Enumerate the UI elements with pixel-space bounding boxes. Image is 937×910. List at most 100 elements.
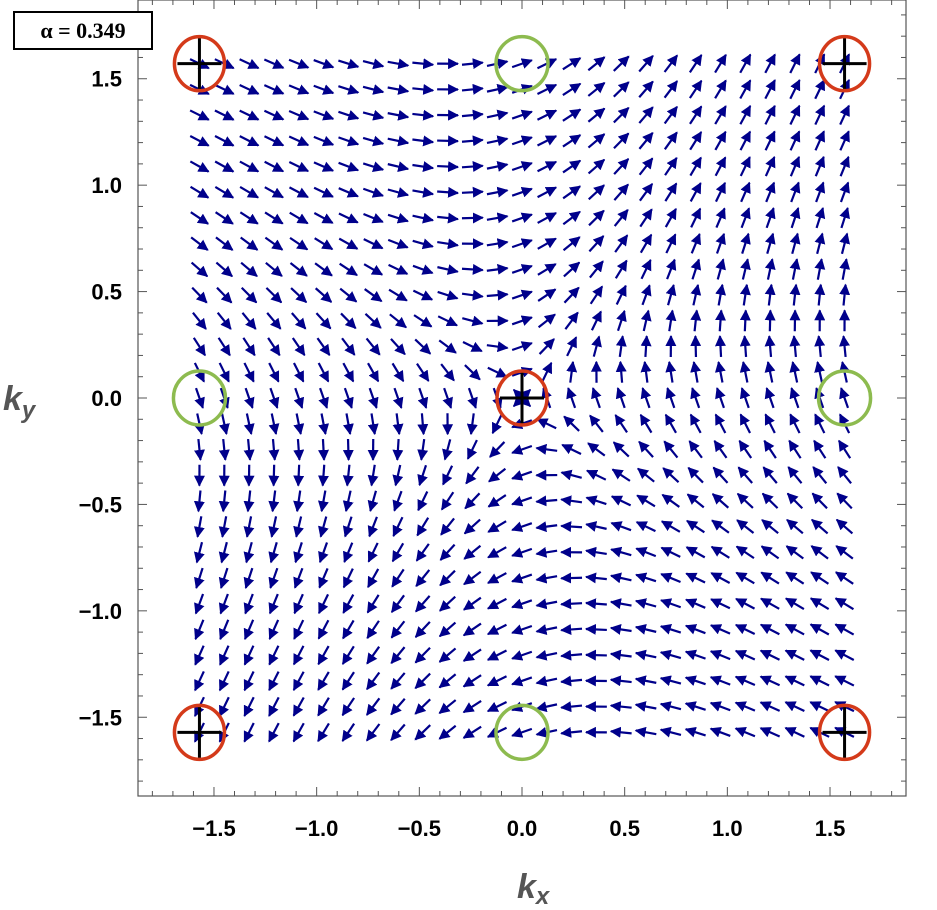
vector-arrow	[268, 696, 280, 717]
vector-arrow	[417, 387, 429, 409]
vector-arrow	[292, 696, 305, 717]
y-tick-label: 0.5	[91, 280, 122, 305]
vector-arrow	[268, 490, 280, 513]
y-tick-label: −1.0	[79, 599, 122, 624]
vector-arrow	[218, 670, 230, 692]
vector-arrow	[511, 264, 533, 275]
vector-arrow	[614, 259, 628, 279]
vector-arrow	[560, 495, 583, 507]
vector-arrow	[586, 469, 607, 481]
vector-arrow	[536, 418, 557, 430]
vector-arrow	[439, 569, 456, 587]
vector-arrow	[486, 109, 509, 121]
vector-arrow	[665, 387, 676, 409]
vector-arrow	[243, 362, 255, 383]
vector-arrow	[463, 570, 482, 586]
vector-arrow	[760, 545, 780, 560]
vector-arrow	[313, 110, 335, 121]
vector-arrow	[690, 387, 701, 409]
red-circle-marker	[817, 34, 872, 93]
vector-arrow	[239, 211, 259, 225]
vector-arrow	[686, 493, 705, 509]
vector-arrow	[437, 290, 459, 301]
vector-arrow	[214, 185, 235, 199]
vector-arrow	[289, 211, 309, 225]
vector-arrow	[362, 135, 385, 147]
vector-arrow	[415, 569, 431, 587]
vector-arrow	[414, 338, 432, 355]
vector-arrow	[834, 649, 855, 661]
vector-arrow	[834, 675, 855, 687]
vector-arrow	[662, 467, 680, 484]
vector-arrow	[562, 210, 581, 226]
vector-arrow	[315, 312, 332, 330]
vector-arrow	[788, 439, 802, 459]
vector-arrow	[660, 520, 681, 533]
vector-arrow	[486, 597, 507, 610]
vector-arrow	[390, 672, 406, 690]
vector-arrow	[466, 439, 478, 460]
green-circle-marker	[171, 369, 228, 427]
vector-arrow	[268, 567, 279, 589]
vector-arrow	[387, 238, 409, 250]
vector-arrow	[194, 387, 205, 409]
vector-arrow	[293, 516, 304, 538]
vector-arrow	[839, 283, 851, 306]
vector-arrow	[239, 109, 260, 121]
vector-arrow	[387, 84, 410, 95]
vector-arrow	[690, 335, 702, 358]
vector-arrow	[609, 623, 632, 635]
vector-arrow	[764, 232, 776, 255]
vector-arrow	[367, 413, 379, 436]
vector-arrow	[239, 160, 260, 173]
vector-arrow	[265, 287, 283, 304]
vector-arrow	[734, 727, 756, 738]
vector-arrow	[634, 701, 657, 712]
vector-arrow	[759, 701, 781, 712]
vector-arrow	[789, 387, 800, 409]
vector-arrows	[189, 53, 855, 743]
vector-arrow	[714, 156, 727, 177]
vector-arrow	[560, 726, 583, 738]
vector-arrow	[215, 236, 234, 251]
vector-arrow	[638, 106, 654, 124]
vector-arrow	[189, 135, 210, 147]
vector-arrow	[739, 79, 752, 100]
vector-arrow	[239, 58, 260, 70]
vector-arrow	[293, 438, 305, 461]
vector-arrow	[462, 596, 482, 611]
vector-arrow	[486, 161, 509, 172]
vector-arrow	[218, 362, 230, 383]
vector-arrow	[585, 495, 607, 506]
vector-arrow	[639, 233, 653, 254]
vector-arrow	[462, 700, 482, 714]
vector-arrow	[293, 490, 305, 513]
vector-arrow	[739, 360, 751, 383]
vector-arrow	[486, 83, 509, 95]
vector-arrow	[338, 110, 360, 121]
vector-arrow	[437, 238, 459, 250]
vector-arrow	[362, 84, 385, 95]
vector-arrow	[511, 186, 533, 198]
vector-arrow	[709, 701, 731, 712]
red-circle-marker	[172, 703, 227, 762]
vector-arrow	[714, 130, 727, 151]
vector-arrow	[342, 490, 354, 513]
vector-arrow	[461, 263, 484, 275]
vector-arrow	[292, 671, 305, 692]
vector-arrow	[288, 135, 310, 147]
vector-arrow	[537, 212, 557, 224]
vector-arrow	[560, 521, 583, 533]
vector-arrow	[264, 160, 285, 173]
vector-arrow	[342, 516, 354, 538]
vector-arrow	[734, 701, 756, 712]
vector-arrow	[365, 697, 381, 716]
vector-arrow	[266, 312, 282, 330]
vector-arrow	[536, 109, 558, 121]
vector-arrow	[740, 181, 751, 203]
vector-arrow	[511, 521, 533, 532]
vector-arrow	[589, 414, 604, 433]
vector-arrow	[590, 310, 602, 331]
vector-arrow	[587, 158, 606, 175]
vector-arrow	[437, 186, 460, 198]
